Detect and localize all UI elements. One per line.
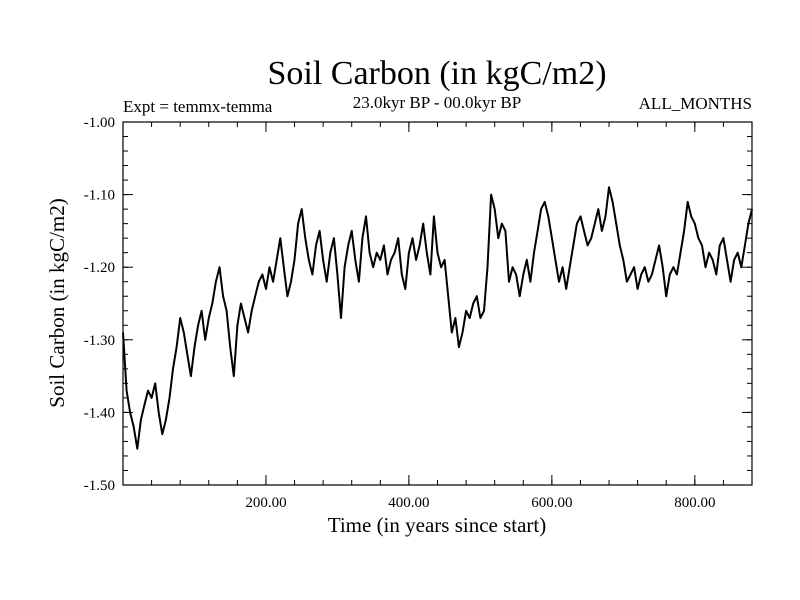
x-tick-label: 400.00	[388, 495, 429, 511]
y-tick-label: -1.30	[84, 333, 115, 349]
x-tick-label: 200.00	[245, 495, 286, 511]
chart-title: Soil Carbon (in kgC/m2)	[267, 55, 606, 92]
plot-area: -1.00 -1.10 -1.20 -1.30 -1.40 -1.50 200.00 400.…	[84, 115, 753, 511]
y-axis-label: Soil Carbon (in kgC/m2)	[45, 198, 69, 407]
y-tick-label: -1.20	[84, 260, 115, 276]
x-axis-label: Time (in years since start)	[328, 513, 547, 537]
x-tick-label: 800.00	[674, 495, 715, 511]
tick-group: -1.00 -1.10 -1.20 -1.30 -1.40 -1.50 200.00 400.…	[84, 115, 752, 511]
series-line	[122, 186, 753, 450]
months-label: ALL_MONTHS	[639, 94, 752, 113]
y-tick-label: -1.00	[84, 115, 115, 131]
time-range-label: 23.0kyr BP - 00.0kyr BP	[353, 93, 521, 112]
experiment-label: Expt = temmx-temma	[123, 97, 273, 116]
y-tick-label: -1.50	[84, 478, 115, 494]
y-tick-label: -1.40	[84, 405, 115, 421]
x-tick-label: 600.00	[531, 495, 572, 511]
y-tick-label: -1.10	[84, 188, 115, 204]
plot-frame	[122, 121, 753, 486]
